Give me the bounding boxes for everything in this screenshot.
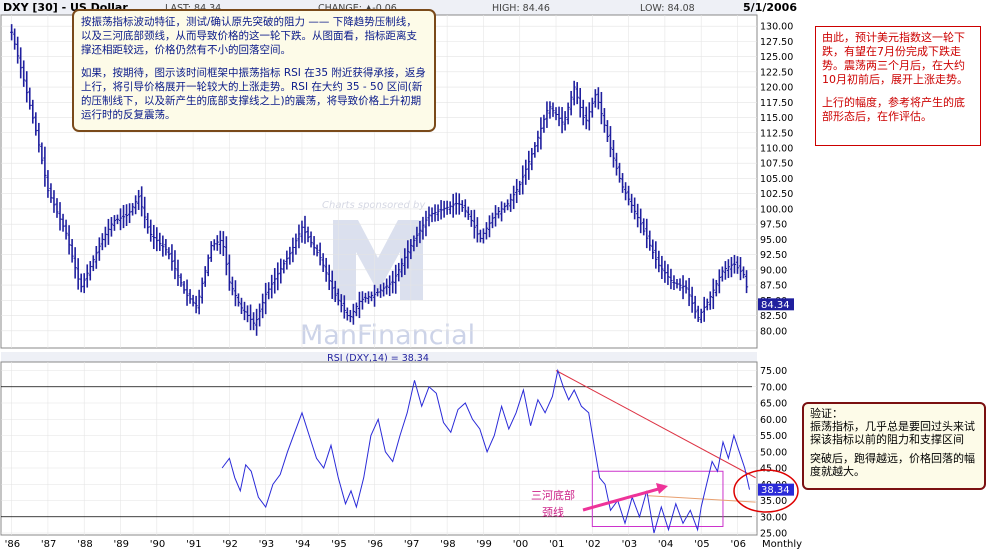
price-y-tick-label: 112.50 bbox=[760, 128, 793, 139]
x-tick-label: '05 bbox=[694, 539, 709, 550]
x-tick-label: '95 bbox=[331, 539, 346, 550]
rsi-last-value-box bbox=[758, 483, 794, 496]
x-tick-label: '96 bbox=[368, 539, 383, 550]
neckline-arrow-shaft bbox=[582, 486, 663, 512]
price-y-tick-label: 117.50 bbox=[760, 98, 793, 109]
x-axis: '86 '87 '88 '89 '90 '91 '92 '93 '94 '95 '96 '97 '98 '… bbox=[5, 539, 746, 550]
rsi-y-tick-label: 50.00 bbox=[760, 447, 787, 458]
verification-note: 验证： 振荡指标，几乎总是要回过头来试探该指标以前的阻力和支撑区间 突破后，跑得… bbox=[802, 402, 986, 490]
x-tick-label: '87 bbox=[41, 539, 56, 550]
rsi-series-line bbox=[221, 368, 750, 534]
watermark-sponsored-text: Charts sponsored by bbox=[322, 200, 426, 211]
x-tick-label: '93 bbox=[259, 539, 274, 550]
pattern-label-line1: 三河底部 bbox=[531, 488, 575, 502]
x-tick-label: '90 bbox=[150, 539, 165, 550]
x-tick-label: '00 bbox=[513, 539, 528, 550]
analysis-note-main: 按振荡指标波动特征，测试/确认原先突破的阻力 —— 下降趋势压制线，以及三河底部… bbox=[72, 9, 436, 132]
price-y-tick-label: 110.00 bbox=[760, 143, 793, 154]
rsi-highlight-circle bbox=[733, 469, 799, 513]
last-value-label: LAST: 84.34 bbox=[165, 3, 221, 14]
verification-note-title: 验证： bbox=[810, 407, 843, 420]
rsi-last-value-text: 38.34 bbox=[761, 485, 790, 496]
price-y-tick-label: 102.50 bbox=[760, 189, 793, 200]
price-y-tick-label: 90.00 bbox=[760, 265, 787, 276]
price-y-tick-label: 107.50 bbox=[760, 159, 793, 170]
rsi-title-bar bbox=[1, 352, 757, 362]
analysis-note-paragraph-2: 如果，按期待，图示该时间框架中振荡指标 RSI 在35 附近获得承接，返身上行，… bbox=[81, 67, 426, 121]
x-tick-label: '01 bbox=[549, 539, 564, 550]
x-tick-label: '03 bbox=[622, 539, 637, 550]
neckline-arrow-head bbox=[656, 483, 668, 494]
price-y-tick-label: 82.50 bbox=[760, 311, 787, 322]
analysis-note-paragraph-1: 按振荡指标波动特征，测试/确认原先突破的阻力 —— 下降趋势压制线，以及三河底部… bbox=[81, 16, 417, 56]
x-tick-label: '02 bbox=[585, 539, 600, 550]
price-y-tick-label: 105.00 bbox=[760, 174, 793, 185]
price-y-axis: 80.0082.5085.0087.5090.0092.5095.0097.50… bbox=[760, 22, 793, 338]
rsi-panel-frame bbox=[0, 361, 758, 536]
low-value-label: LOW: 84.08 bbox=[640, 3, 695, 14]
verification-note-paragraph-1: 振荡指标，几乎总是要回过头来试探该指标以前的阻力和支撑区间 bbox=[810, 420, 975, 446]
x-tick-label: '04 bbox=[658, 539, 673, 550]
chart-date: 5/1/2006 bbox=[743, 1, 797, 14]
high-value-label: HIGH: 84.46 bbox=[492, 3, 550, 14]
price-y-tick-label: 97.50 bbox=[760, 220, 787, 231]
x-tick-label: '89 bbox=[114, 539, 129, 550]
rsi-downtrend-line bbox=[555, 370, 756, 479]
rsi-y-tick-label: 55.00 bbox=[760, 431, 787, 442]
rsi-y-tick-label: 60.00 bbox=[760, 415, 787, 426]
x-tick-label: '92 bbox=[222, 539, 237, 550]
price-y-tick-label: 122.50 bbox=[760, 67, 793, 78]
rsi-y-tick-label: 75.00 bbox=[760, 366, 787, 377]
rsi-title: RSI (DXY,14) = 38.34 bbox=[327, 353, 429, 364]
price-y-tick-label: 130.00 bbox=[760, 22, 793, 33]
watermark-brand-text: ManFinancial bbox=[300, 320, 475, 351]
rsi-y-tick-label: 25.00 bbox=[760, 529, 787, 540]
rsi-y-tick-label: 30.00 bbox=[760, 512, 787, 523]
x-tick-label: '86 bbox=[5, 539, 20, 550]
forecast-note-paragraph-2: 上行的幅度，参考将产生的底部形态后，在作评估。 bbox=[822, 96, 965, 123]
forecast-note: 由此，预计美元指数这一轮下跌，有望在7月份完成下跌走势。震荡两三个月后，在大约1… bbox=[815, 26, 981, 146]
price-y-tick-label: 87.50 bbox=[760, 281, 787, 292]
price-y-tick-label: 127.50 bbox=[760, 37, 793, 48]
price-y-tick-label: 80.00 bbox=[760, 326, 787, 337]
triple-bottom-pattern-box bbox=[591, 470, 724, 527]
rsi-y-tick-label: 65.00 bbox=[760, 399, 787, 410]
rsi-y-axis: 25.0030.0035.0040.0045.0050.0055.0060.00… bbox=[760, 366, 787, 540]
price-y-tick-label: 95.00 bbox=[760, 235, 787, 246]
price-y-tick-label: 115.00 bbox=[760, 113, 793, 124]
x-tick-label: '91 bbox=[186, 539, 201, 550]
watermark-m-logo bbox=[333, 220, 423, 300]
x-tick-label: '97 bbox=[404, 539, 419, 550]
x-tick-label: '98 bbox=[440, 539, 455, 550]
rsi-y-tick-label: 70.00 bbox=[760, 382, 787, 393]
x-axis-period-label: Monthly bbox=[762, 539, 802, 550]
x-tick-label: '99 bbox=[476, 539, 491, 550]
price-y-tick-label: 120.00 bbox=[760, 83, 793, 94]
price-bars bbox=[10, 24, 749, 336]
x-tick-label: '94 bbox=[295, 539, 310, 550]
price-y-tick-label: 100.00 bbox=[760, 204, 793, 215]
rsi-y-tick-label: 45.00 bbox=[760, 464, 787, 475]
price-y-tick-label: 125.00 bbox=[760, 52, 793, 63]
x-tick-label: '06 bbox=[730, 539, 745, 550]
forecast-note-paragraph-1: 由此，预计美元指数这一轮下跌，有望在7月份完成下跌走势。震荡两三个月后，在大约1… bbox=[822, 31, 968, 86]
price-y-tick-label: 92.50 bbox=[760, 250, 787, 261]
rsi-grid bbox=[1, 362, 757, 535]
x-tick-label: '88 bbox=[77, 539, 92, 550]
sponsor-watermark: Charts sponsored by ManFinancial bbox=[300, 200, 475, 351]
pattern-label-line2: 颈线 bbox=[542, 505, 564, 519]
price-last-value-text: 84.34 bbox=[761, 300, 790, 311]
price-last-value-box bbox=[758, 298, 794, 311]
verification-note-paragraph-2: 突破后，跑得越远，价格回落的幅度就越大。 bbox=[810, 452, 975, 478]
change-value-label: CHANGE: ▲-0.06 bbox=[318, 3, 397, 14]
rsi-y-tick-label: 35.00 bbox=[760, 496, 787, 507]
